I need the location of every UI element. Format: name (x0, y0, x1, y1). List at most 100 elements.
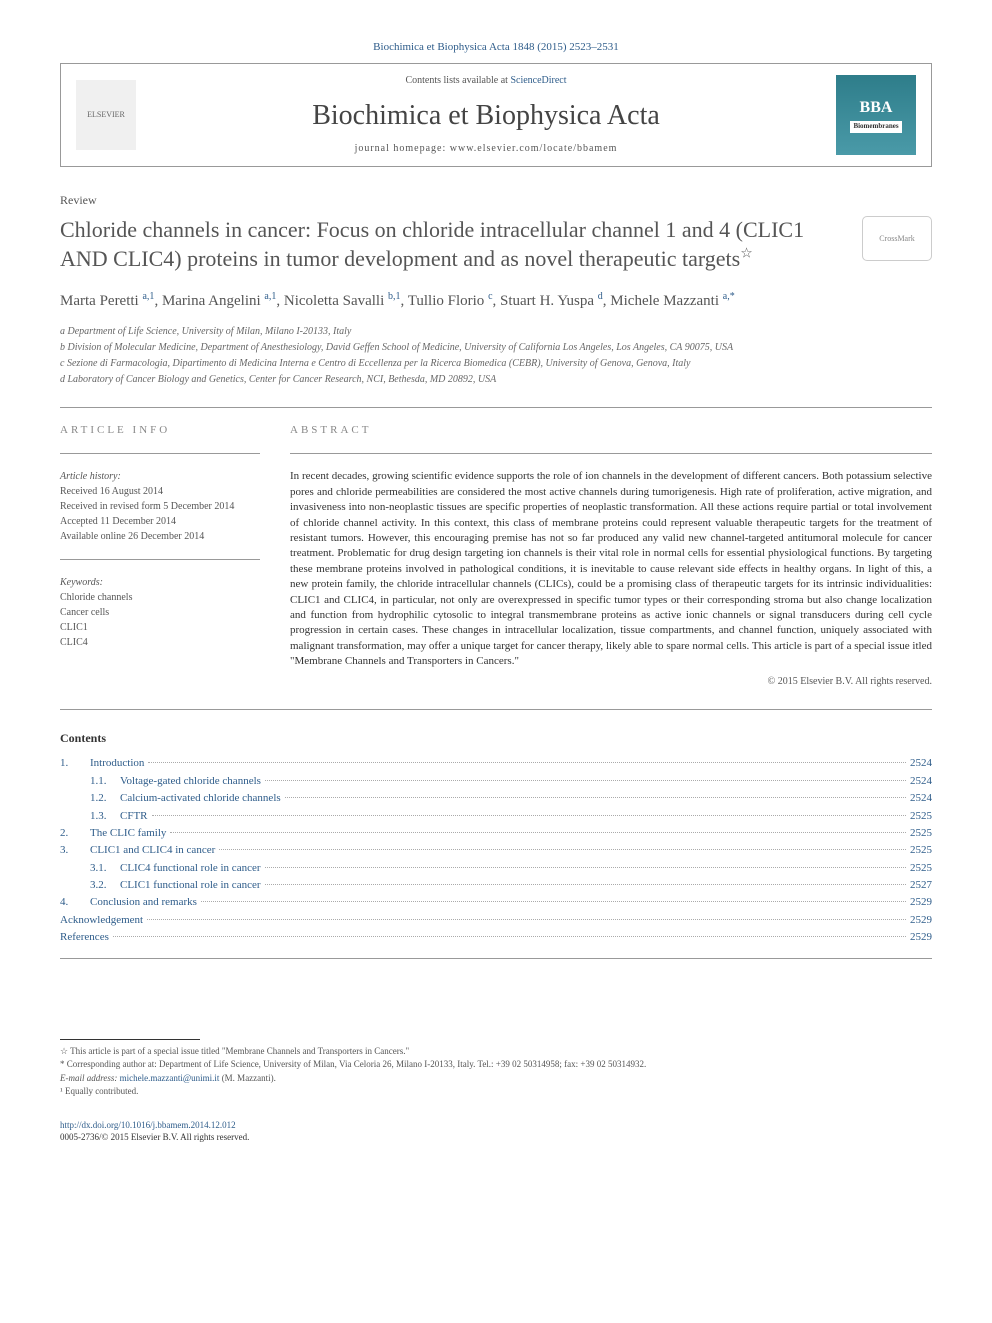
email-label: E-mail address: (60, 1073, 120, 1083)
header-box: ELSEVIER Contents lists available at Sci… (60, 63, 932, 166)
history-accepted: Accepted 11 December 2014 (60, 514, 260, 529)
toc-label: Conclusion and remarks (90, 895, 197, 910)
crossmark-badge[interactable]: CrossMark (862, 216, 932, 261)
keywords-label: Keywords: (60, 575, 260, 590)
article-type: Review (60, 192, 932, 209)
contents-prefix: Contents lists available at (405, 75, 510, 86)
toc-row[interactable]: 3.2.CLIC1 functional role in cancer 2527 (60, 878, 932, 893)
toc-label: Introduction (90, 756, 144, 771)
toc-row[interactable]: 1.2.Calcium-activated chloride channels 2… (60, 791, 932, 806)
toc-number: 3.1. (90, 861, 120, 876)
toc-number: 2. (60, 826, 90, 841)
equal-contribution-note: ¹ Equally contributed. (60, 1085, 932, 1099)
toc-label: Acknowledgement (60, 913, 143, 928)
star-note: ☆ This article is part of a special issu… (60, 1045, 932, 1059)
email-suffix: (M. Mazzanti). (219, 1073, 275, 1083)
toc-dots (285, 797, 906, 798)
doi-block: http://dx.doi.org/10.1016/j.bbamem.2014.… (60, 1119, 932, 1144)
toc-row[interactable]: Acknowledgement 2529 (60, 913, 932, 928)
toc-dots (148, 762, 906, 763)
sciencedirect-link[interactable]: ScienceDirect (510, 75, 566, 86)
toc-page: 2529 (910, 895, 932, 910)
contents-heading: Contents (60, 730, 932, 747)
authors: Marta Peretti a,1, Marina Angelini a,1, … (60, 289, 932, 313)
toc-dots (219, 849, 906, 850)
email-link[interactable]: michele.mazzanti@unimi.it (120, 1073, 220, 1083)
toc-row[interactable]: 4.Conclusion and remarks2529 (60, 895, 932, 910)
toc-page: 2525 (910, 843, 932, 858)
toc-row[interactable]: 3.1.CLIC4 functional role in cancer2525 (60, 861, 932, 876)
doi-link[interactable]: http://dx.doi.org/10.1016/j.bbamem.2014.… (60, 1120, 236, 1130)
journal-title: Biochimica et Biophysica Acta (136, 96, 836, 135)
keyword-item: CLIC4 (60, 635, 260, 650)
homepage-prefix: journal homepage: (355, 143, 450, 154)
affiliation-line: d Laboratory of Cancer Biology and Genet… (60, 372, 932, 387)
toc-number: 1. (60, 756, 90, 771)
toc-dots (147, 919, 906, 920)
toc-page: 2529 (910, 930, 932, 945)
abstract-heading: ABSTRACT (290, 423, 932, 438)
toc-label: CLIC1 functional role in cancer (120, 878, 261, 893)
journal-homepage: journal homepage: www.elsevier.com/locat… (136, 142, 836, 156)
article-title: Chloride channels in cancer: Focus on ch… (60, 216, 932, 273)
toc-label: CFTR (120, 809, 148, 824)
section-divider (60, 407, 932, 408)
homepage-url: www.elsevier.com/locate/bbamem (450, 143, 618, 154)
article-history: Article history: Received 16 August 2014… (60, 469, 260, 544)
keyword-item: Cancer cells (60, 605, 260, 620)
journal-reference: Biochimica et Biophysica Acta 1848 (2015… (60, 40, 932, 55)
toc-label: CLIC4 functional role in cancer (120, 861, 261, 876)
corresponding-note: * Corresponding author at: Department of… (60, 1058, 932, 1072)
toc-page: 2525 (910, 809, 932, 824)
toc-dots (265, 884, 906, 885)
article-info-col: ARTICLE INFO Article history: Received 1… (60, 423, 260, 688)
affiliation-line: a Department of Life Science, University… (60, 324, 932, 339)
history-label: Article history: (60, 469, 260, 484)
title-star: ☆ (740, 247, 753, 262)
affiliation-line: b Division of Molecular Medicine, Depart… (60, 340, 932, 355)
toc-number: 1.1. (90, 774, 120, 789)
toc-page: 2524 (910, 756, 932, 771)
history-online: Available online 26 December 2014 (60, 529, 260, 544)
toc-row[interactable]: 1.1.Voltage-gated chloride channels2524 (60, 774, 932, 789)
toc-row[interactable]: References 2529 (60, 930, 932, 945)
toc-label: Calcium-activated chloride channels (120, 791, 281, 806)
copyright: © 2015 Elsevier B.V. All rights reserved… (290, 675, 932, 689)
toc-page: 2529 (910, 913, 932, 928)
toc-row[interactable]: 1.Introduction 2524 (60, 756, 932, 771)
keywords: Keywords: Chloride channelsCancer cells C… (60, 575, 260, 650)
toc-dots (265, 867, 906, 868)
email-line: E-mail address: michele.mazzanti@unimi.i… (60, 1072, 932, 1086)
title-text: Chloride channels in cancer: Focus on ch… (60, 217, 804, 271)
toc-number: 3.2. (90, 878, 120, 893)
keyword-item: Chloride channels (60, 590, 260, 605)
toc-row[interactable]: 1.3.CFTR 2525 (60, 809, 932, 824)
bba-text: BBA (860, 97, 893, 119)
toc-dots (170, 832, 906, 833)
history-revised: Received in revised form 5 December 2014 (60, 499, 260, 514)
affiliation-line: c Sezione di Farmacologia, Dipartimento … (60, 356, 932, 371)
abstract-col: ABSTRACT In recent decades, growing scie… (290, 423, 932, 688)
toc-number: 1.3. (90, 809, 120, 824)
article-info-heading: ARTICLE INFO (60, 423, 260, 438)
toc-row[interactable]: 3.CLIC1 and CLIC4 in cancer2525 (60, 843, 932, 858)
affiliations: a Department of Life Science, University… (60, 324, 932, 387)
abstract-divider (290, 453, 932, 454)
toc-number: 3. (60, 843, 90, 858)
toc-page: 2525 (910, 826, 932, 841)
abstract-text: In recent decades, growing scientific ev… (290, 469, 932, 669)
toc-number: 1.2. (90, 791, 120, 806)
info-abstract-row: ARTICLE INFO Article history: Received 1… (60, 423, 932, 688)
history-received: Received 16 August 2014 (60, 484, 260, 499)
issn-copyright: 0005-2736/© 2015 Elsevier B.V. All right… (60, 1131, 932, 1144)
toc-label: References (60, 930, 109, 945)
toc-page: 2524 (910, 791, 932, 806)
toc-row[interactable]: 2.The CLIC family 2525 (60, 826, 932, 841)
toc-page: 2527 (910, 878, 932, 893)
info-divider (60, 453, 260, 454)
keywords-divider (60, 559, 260, 560)
toc-label: The CLIC family (90, 826, 166, 841)
toc-dots (152, 815, 906, 816)
post-toc-divider (60, 958, 932, 959)
toc-dots (265, 780, 906, 781)
